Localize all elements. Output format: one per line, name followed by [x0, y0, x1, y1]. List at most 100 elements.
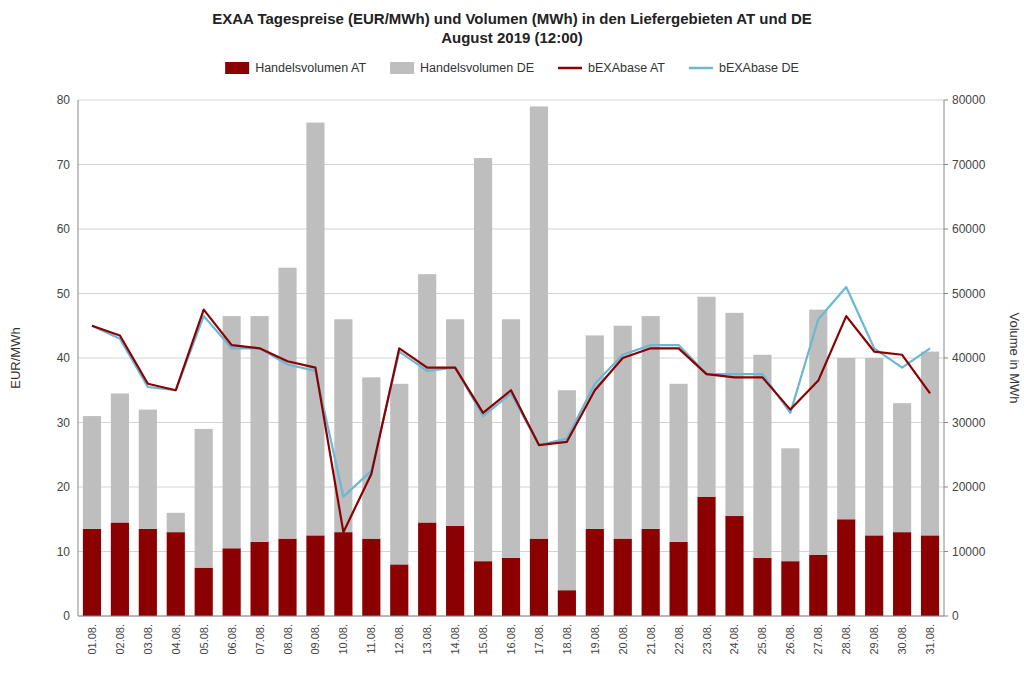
y-axis — [78, 100, 79, 616]
bar — [921, 535, 939, 616]
y2-tick-label: 0 — [952, 609, 959, 623]
bar — [83, 416, 101, 529]
grid-line — [78, 164, 944, 165]
bar — [139, 529, 157, 616]
grid-line — [78, 293, 944, 294]
legend-item: bEXAbase DE — [689, 61, 799, 75]
grid-line — [78, 100, 944, 101]
x-tick-label: 07.08. — [254, 624, 266, 655]
bar — [670, 542, 688, 616]
x-tick-label: 13.08. — [421, 624, 433, 655]
bar — [251, 542, 269, 616]
y-tick-label: 10 — [57, 545, 71, 559]
bar — [725, 516, 743, 616]
legend-label: bEXAbase DE — [719, 61, 799, 75]
bar — [670, 384, 688, 542]
bar — [921, 352, 939, 536]
legend-swatch — [689, 67, 713, 70]
y-axis-title: EUR/MWh — [8, 327, 23, 388]
bar — [530, 539, 548, 616]
x-tick-label: 06.08. — [226, 624, 238, 655]
x-tick-label: 05.08. — [198, 624, 210, 655]
y2-tick-label: 80000 — [952, 93, 986, 107]
y-tick-label: 30 — [57, 416, 71, 430]
x-tick-label: 24.08. — [728, 624, 740, 655]
line — [92, 310, 930, 533]
y2-tick-label: 40000 — [952, 351, 986, 365]
x-tick-label: 22.08. — [673, 624, 685, 655]
legend-swatch — [225, 62, 249, 74]
bar — [139, 410, 157, 529]
x-tick-label: 23.08. — [701, 624, 713, 655]
bar — [837, 358, 855, 519]
x-tick-label: 12.08. — [393, 624, 405, 655]
title-line: EXAA Tagespreise (EUR/MWh) und Volumen (… — [212, 10, 812, 27]
y2-tick-label: 70000 — [952, 158, 986, 172]
bar — [781, 448, 799, 561]
x-tick-label: 03.08. — [142, 624, 154, 655]
y-tick-label: 50 — [57, 287, 71, 301]
bar — [781, 561, 799, 616]
bar — [530, 106, 548, 538]
bar — [334, 532, 352, 616]
legend-label: Handelsvolumen AT — [255, 61, 366, 75]
y2-tick-label: 10000 — [952, 545, 986, 559]
y-tick-label: 40 — [57, 351, 71, 365]
y-tick-label: 0 — [63, 609, 70, 623]
y2-tick — [944, 229, 948, 230]
bar — [362, 539, 380, 616]
bar — [83, 529, 101, 616]
legend-label: Handelsvolumen DE — [420, 61, 534, 75]
x-tick-label: 01.08. — [86, 624, 98, 655]
bar — [502, 558, 520, 616]
x-tick-label: 28.08. — [840, 624, 852, 655]
y2-tick-label: 60000 — [952, 222, 986, 236]
bar — [223, 548, 241, 616]
x-tick-label: 08.08. — [282, 624, 294, 655]
bar — [586, 335, 604, 529]
bar — [558, 390, 576, 590]
legend-item: Handelsvolumen DE — [390, 61, 534, 75]
y2-tick — [944, 551, 948, 552]
x-tick-label: 10.08. — [337, 624, 349, 655]
bar — [474, 561, 492, 616]
y-tick-label: 70 — [57, 158, 71, 172]
bar — [642, 529, 660, 616]
x-tick-label: 17.08. — [533, 624, 545, 655]
bar — [809, 310, 827, 555]
x-tick-label: 25.08. — [756, 624, 768, 655]
y-tick-label: 20 — [57, 480, 71, 494]
title: EXAA Tagespreise (EUR/MWh) und Volumen (… — [212, 10, 812, 46]
bar — [167, 532, 185, 616]
y2-tick — [944, 100, 948, 101]
y2-tick — [944, 164, 948, 165]
grid-line — [78, 616, 944, 617]
y2-tick-label: 20000 — [952, 480, 986, 494]
bar — [195, 568, 213, 616]
bar — [167, 513, 185, 532]
bar — [195, 429, 213, 568]
bar — [865, 358, 883, 535]
y2-tick-label: 50000 — [952, 287, 986, 301]
grid-line — [78, 229, 944, 230]
bar — [223, 316, 241, 548]
bar — [697, 297, 715, 497]
chart: EXAA Tagespreise (EUR/MWh) und Volumen (… — [0, 0, 1024, 686]
legend-swatch — [390, 62, 414, 74]
x-tick-label: 04.08. — [170, 624, 182, 655]
bar — [306, 535, 324, 616]
x-tick-label: 30.08. — [896, 624, 908, 655]
legend-item: Handelsvolumen AT — [225, 61, 366, 75]
x-tick-label: 15.08. — [477, 624, 489, 655]
y-tick-label: 60 — [57, 222, 71, 236]
y2-tick — [944, 487, 948, 488]
bar — [809, 555, 827, 616]
x-tick-label: 27.08. — [812, 624, 824, 655]
bar — [278, 539, 296, 616]
bar — [865, 535, 883, 616]
x-tick-label: 09.08. — [309, 624, 321, 655]
y-tick-label: 80 — [57, 93, 71, 107]
x-tick-label: 29.08. — [868, 624, 880, 655]
bar — [390, 384, 408, 565]
legend-label: bEXAbase AT — [588, 61, 665, 75]
